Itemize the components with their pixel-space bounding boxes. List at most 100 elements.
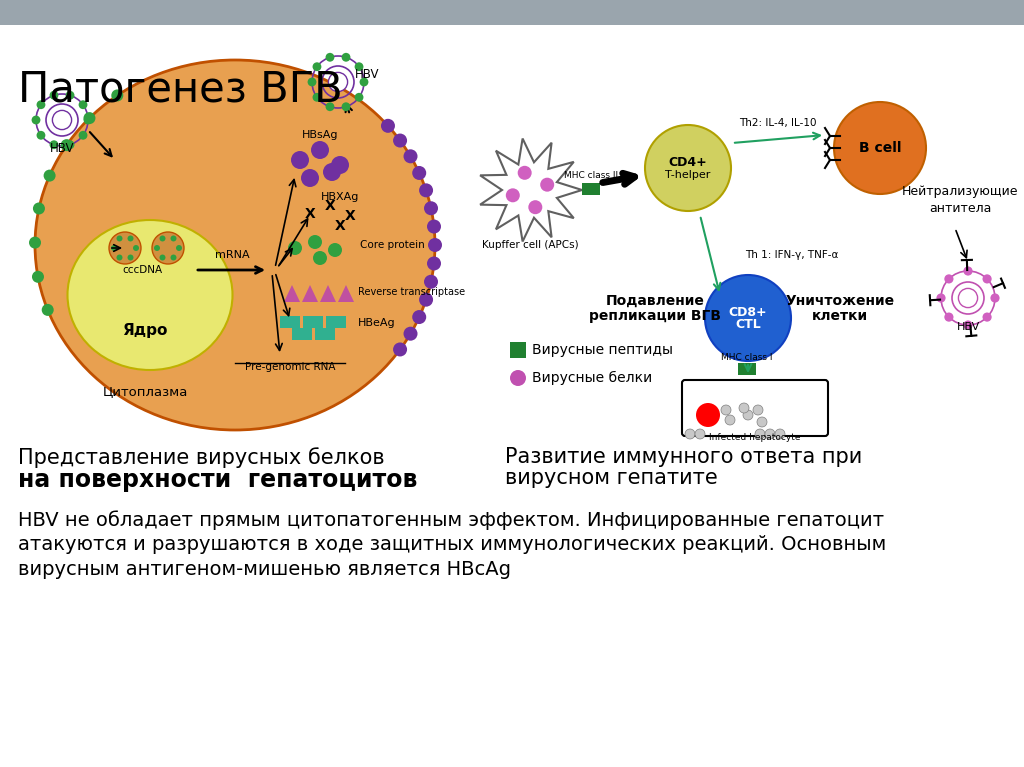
Text: mRNA: mRNA bbox=[215, 250, 249, 260]
Text: Infected hepatocyte: Infected hepatocyte bbox=[710, 433, 801, 442]
Circle shape bbox=[695, 429, 705, 439]
Circle shape bbox=[354, 93, 364, 102]
Text: антитела: антитела bbox=[929, 202, 991, 215]
Text: Ядро: Ядро bbox=[122, 322, 168, 337]
Circle shape bbox=[743, 410, 753, 420]
Polygon shape bbox=[284, 285, 300, 302]
Circle shape bbox=[84, 112, 95, 124]
Circle shape bbox=[696, 403, 720, 427]
Circle shape bbox=[413, 310, 426, 324]
Polygon shape bbox=[480, 139, 582, 242]
Text: CD4+: CD4+ bbox=[669, 156, 708, 169]
Circle shape bbox=[424, 201, 438, 216]
Circle shape bbox=[33, 202, 45, 215]
Text: CTL: CTL bbox=[735, 318, 761, 331]
Circle shape bbox=[111, 245, 117, 251]
Circle shape bbox=[128, 255, 133, 261]
Bar bbox=[315, 328, 335, 340]
Text: вирусным антигеном-мишенью является HBcAg: вирусным антигеном-мишенью является HBcA… bbox=[18, 560, 511, 579]
Polygon shape bbox=[338, 285, 354, 302]
Circle shape bbox=[133, 245, 139, 251]
Text: HBV: HBV bbox=[50, 142, 75, 155]
Circle shape bbox=[117, 255, 123, 261]
Circle shape bbox=[645, 125, 731, 211]
Circle shape bbox=[427, 256, 441, 271]
Bar bbox=[510, 342, 526, 358]
Circle shape bbox=[528, 200, 543, 214]
Text: X: X bbox=[335, 219, 345, 233]
Text: Подавление: Подавление bbox=[605, 294, 705, 308]
Circle shape bbox=[964, 321, 973, 330]
Text: cccDNA: cccDNA bbox=[122, 265, 162, 275]
Circle shape bbox=[342, 53, 350, 61]
Circle shape bbox=[331, 156, 349, 174]
Text: на поверхности  гепатоцитов: на поверхности гепатоцитов bbox=[18, 468, 418, 492]
Circle shape bbox=[506, 189, 520, 202]
Circle shape bbox=[312, 93, 322, 102]
Text: MHC class II: MHC class II bbox=[564, 171, 618, 180]
Text: клетки: клетки bbox=[812, 309, 868, 323]
Bar bbox=[292, 328, 312, 340]
Circle shape bbox=[44, 170, 55, 182]
Circle shape bbox=[413, 166, 426, 180]
Circle shape bbox=[160, 255, 166, 261]
Ellipse shape bbox=[68, 220, 232, 370]
Circle shape bbox=[171, 255, 176, 261]
Text: HBsAg: HBsAg bbox=[302, 130, 338, 140]
Circle shape bbox=[308, 235, 322, 249]
Circle shape bbox=[354, 62, 364, 71]
Circle shape bbox=[154, 245, 160, 251]
Circle shape bbox=[342, 102, 350, 111]
Circle shape bbox=[685, 429, 695, 439]
Circle shape bbox=[403, 327, 418, 341]
Text: Pre-genomic RNA: Pre-genomic RNA bbox=[245, 362, 335, 372]
Circle shape bbox=[32, 271, 44, 283]
Circle shape bbox=[42, 304, 53, 316]
Circle shape bbox=[66, 140, 75, 149]
Text: атакуются и разрушаются в ходе защитных иммунологических реакций. Основным: атакуются и разрушаются в ходе защитных … bbox=[18, 535, 886, 554]
Circle shape bbox=[427, 219, 441, 233]
Text: T-helper: T-helper bbox=[666, 170, 711, 180]
Circle shape bbox=[79, 100, 87, 109]
Circle shape bbox=[79, 131, 87, 140]
Text: HBV не обладает прямым цитопатогенным эффектом. Инфицированные гепатоцит: HBV не обладает прямым цитопатогенным эф… bbox=[18, 510, 884, 530]
Circle shape bbox=[288, 241, 302, 255]
Circle shape bbox=[160, 235, 166, 242]
Text: X: X bbox=[325, 199, 336, 213]
Text: B cell: B cell bbox=[859, 141, 901, 155]
Circle shape bbox=[753, 405, 763, 415]
Circle shape bbox=[307, 77, 316, 87]
Circle shape bbox=[775, 429, 785, 439]
Circle shape bbox=[117, 235, 123, 242]
Circle shape bbox=[176, 245, 182, 251]
Circle shape bbox=[311, 141, 329, 159]
Circle shape bbox=[419, 183, 433, 197]
Circle shape bbox=[982, 312, 991, 321]
Circle shape bbox=[328, 243, 342, 257]
Circle shape bbox=[29, 236, 41, 249]
Circle shape bbox=[49, 140, 58, 149]
Circle shape bbox=[171, 235, 176, 242]
Bar bbox=[326, 316, 346, 328]
Text: HBV: HBV bbox=[355, 68, 380, 81]
Text: вирусном гепатите: вирусном гепатите bbox=[505, 468, 718, 488]
FancyBboxPatch shape bbox=[682, 380, 828, 436]
Circle shape bbox=[944, 312, 953, 321]
Text: HBXAg: HBXAg bbox=[321, 192, 359, 202]
Circle shape bbox=[964, 266, 973, 275]
Circle shape bbox=[424, 275, 438, 288]
Circle shape bbox=[326, 102, 335, 111]
Text: MHC class I: MHC class I bbox=[721, 353, 773, 362]
Ellipse shape bbox=[35, 60, 435, 430]
Circle shape bbox=[755, 429, 765, 439]
Bar bbox=[738, 363, 756, 375]
Text: Вирусные белки: Вирусные белки bbox=[532, 371, 652, 385]
Circle shape bbox=[49, 91, 58, 100]
Polygon shape bbox=[319, 285, 336, 302]
Circle shape bbox=[60, 139, 73, 151]
Circle shape bbox=[765, 429, 775, 439]
Text: Вирусные пептиды: Вирусные пептиды bbox=[532, 343, 673, 357]
Circle shape bbox=[152, 232, 184, 264]
Circle shape bbox=[739, 403, 749, 413]
Text: HBV: HBV bbox=[956, 322, 980, 332]
